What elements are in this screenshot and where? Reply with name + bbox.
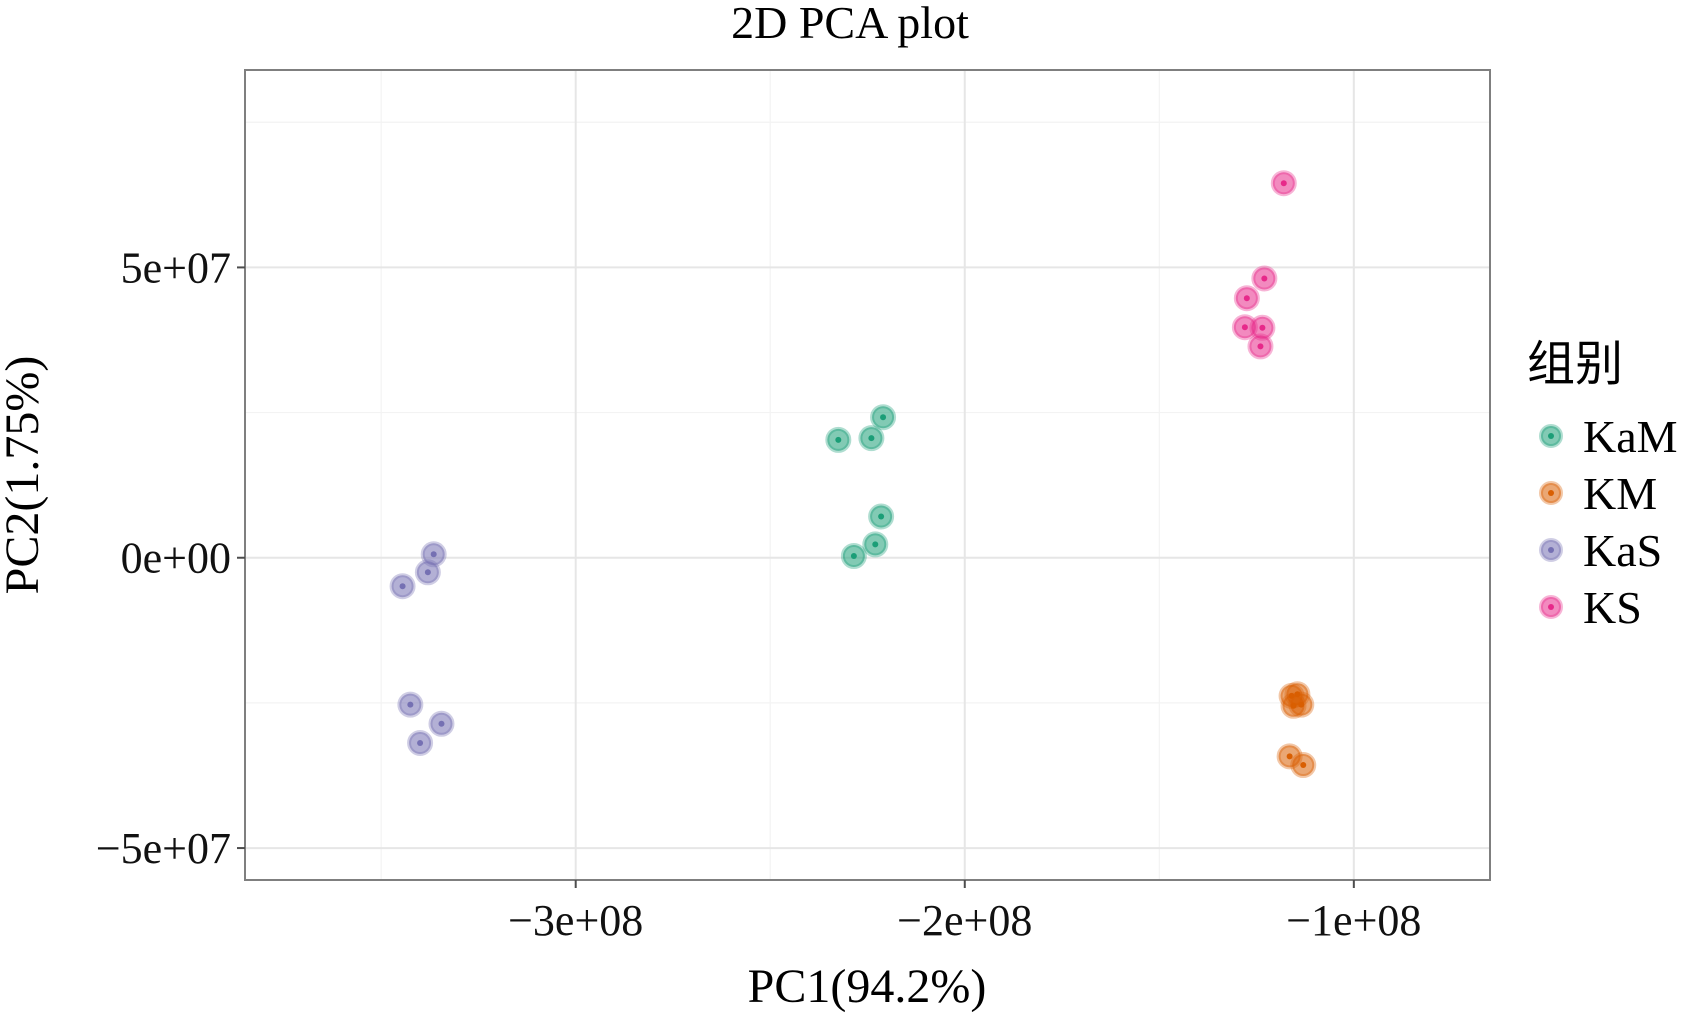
y-axis-title: PC2(1.75%)	[0, 356, 49, 595]
series-KM	[1276, 681, 1317, 779]
data-point-center	[1286, 753, 1293, 760]
y-tick-label: −5e+07	[96, 824, 231, 873]
legend-label: KM	[1583, 468, 1657, 519]
legend: 组别 KaM KM KaS KS	[1527, 336, 1678, 633]
legend-label: KaS	[1583, 525, 1662, 576]
legend-key-center	[1548, 490, 1554, 496]
x-tick-label: −2e+08	[897, 896, 1032, 945]
legend-item-KM: KM	[1539, 468, 1657, 519]
data-point-center	[1243, 295, 1250, 302]
legend-item-KS: KS	[1539, 582, 1642, 633]
panel-background	[245, 70, 1490, 880]
chart-title: 2D PCA plot	[731, 0, 969, 48]
data-point-center	[850, 553, 857, 559]
series-KS	[1231, 170, 1297, 360]
legend-entries: KaM KM KaS KS	[1539, 411, 1678, 633]
data-points	[389, 170, 1317, 779]
x-tick-label: −1e+08	[1286, 896, 1421, 945]
x-axis-title: PC1(94.2%)	[748, 960, 987, 1013]
series-KaS	[389, 541, 455, 756]
plot-panel	[244, 69, 1491, 881]
data-point-center	[1280, 180, 1287, 187]
data-point-center	[1300, 762, 1307, 769]
data-point-center	[1257, 343, 1264, 350]
data-point-center	[1298, 701, 1305, 708]
series-KaM	[825, 404, 897, 569]
y-tick-label: 5e+07	[121, 243, 231, 292]
legend-item-KaS: KaS	[1539, 525, 1662, 576]
x-axis: −3e+08 −2e+08 −1e+08	[508, 880, 1421, 945]
legend-label: KS	[1583, 582, 1642, 633]
data-point-center	[1241, 324, 1248, 331]
data-point-center	[1259, 324, 1266, 331]
data-point-center	[872, 541, 879, 548]
data-point-center	[407, 701, 414, 708]
y-tick-label: 0e+00	[121, 534, 231, 583]
grid-lines	[245, 70, 1490, 880]
legend-item-KaM: KaM	[1539, 411, 1678, 462]
legend-key-center	[1548, 604, 1554, 610]
data-point-center	[880, 414, 887, 421]
data-point-center	[399, 583, 406, 590]
data-point-center	[878, 513, 885, 520]
data-point-center	[424, 569, 431, 576]
data-point-center	[835, 436, 842, 443]
data-point-center	[430, 551, 437, 558]
legend-label: KaM	[1583, 411, 1678, 462]
y-axis: 5e+07 0e+00 −5e+07	[96, 243, 245, 873]
legend-key-center	[1548, 433, 1554, 439]
data-point-center	[868, 435, 875, 442]
x-tick-label: −3e+08	[508, 896, 643, 945]
legend-title: 组别	[1527, 336, 1623, 392]
legend-key-center	[1548, 547, 1554, 553]
data-point-center	[1261, 275, 1268, 282]
panel-border	[244, 69, 1491, 881]
data-point-center	[417, 739, 424, 746]
data-point-center	[438, 720, 445, 727]
